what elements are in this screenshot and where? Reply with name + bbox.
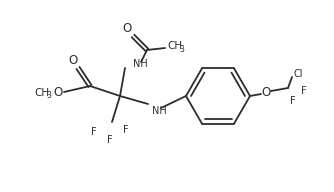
Text: CH: CH: [34, 88, 49, 98]
Text: O: O: [53, 87, 63, 99]
Text: F: F: [123, 125, 129, 135]
Text: 3: 3: [46, 92, 51, 100]
Text: 3: 3: [179, 45, 184, 54]
Text: F: F: [91, 127, 97, 137]
Text: F: F: [290, 96, 296, 106]
Text: O: O: [68, 55, 77, 68]
Text: F: F: [107, 135, 113, 145]
Text: NH: NH: [152, 106, 167, 116]
Text: NH: NH: [133, 59, 148, 69]
Text: Cl: Cl: [293, 69, 303, 79]
Text: CH: CH: [167, 41, 182, 51]
Text: O: O: [262, 87, 271, 99]
Text: F: F: [301, 86, 307, 96]
Text: O: O: [122, 22, 132, 35]
